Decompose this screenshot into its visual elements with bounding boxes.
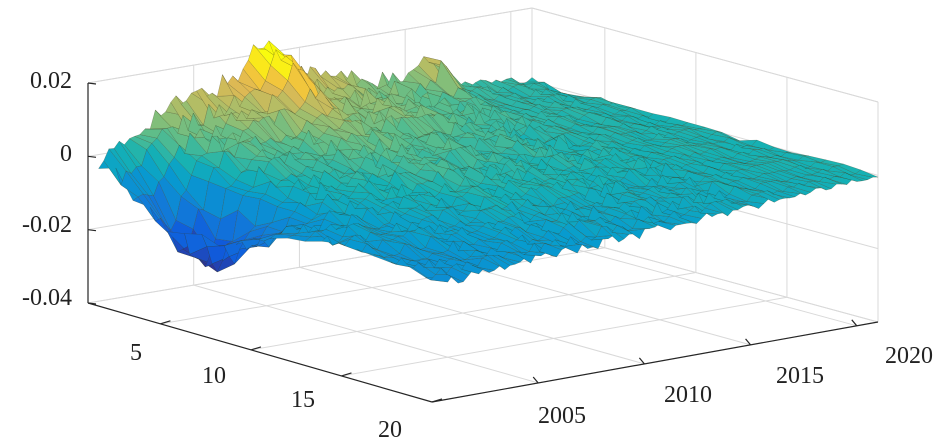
x-tick-label-1: 2010 xyxy=(664,382,712,408)
x-tick-label-0: 2005 xyxy=(538,403,586,429)
y-tick-label-2: 15 xyxy=(291,387,315,413)
z-tick-2 xyxy=(87,229,97,232)
x-tick-3 xyxy=(851,319,858,327)
z-tick-label-0: 0.02 xyxy=(30,68,72,94)
surface-layer xyxy=(98,40,879,284)
x-tick-2 xyxy=(745,338,752,346)
y-tick-2 xyxy=(341,372,352,377)
floor-grid-x-1 xyxy=(299,266,645,365)
y-tick-label-1: 10 xyxy=(202,363,226,389)
x-axis-line xyxy=(431,321,879,403)
axes-layer xyxy=(87,82,879,403)
x-tick-label-2: 2015 xyxy=(776,363,824,389)
x-tick-label-3: 2020 xyxy=(885,343,933,369)
z-tick-label-3: -0.04 xyxy=(22,285,72,311)
floor-grid-y-2 xyxy=(341,296,788,377)
y-axis-line xyxy=(87,302,433,403)
y-tick-label-3: 20 xyxy=(378,417,402,441)
x-tick-0 xyxy=(532,376,539,384)
surface-cell-19-83 xyxy=(855,169,879,178)
z-tick-label-2: -0.02 xyxy=(22,212,72,238)
x-tick-1 xyxy=(638,357,645,365)
z-tick-0 xyxy=(87,82,97,85)
y-tick-3 xyxy=(431,398,443,403)
floor-grid-x-0 xyxy=(193,284,539,384)
y-tick-label-0: 5 xyxy=(130,340,142,366)
box-top-side xyxy=(531,7,879,103)
z-tick-1 xyxy=(87,155,97,158)
z-tick-label-1: 0 xyxy=(60,141,72,167)
floor-grid-y-1 xyxy=(250,272,696,351)
box-top-back xyxy=(87,7,533,84)
z-tick-3 xyxy=(87,302,97,305)
y-tick-1 xyxy=(250,346,262,351)
y-tick-0 xyxy=(160,320,171,325)
